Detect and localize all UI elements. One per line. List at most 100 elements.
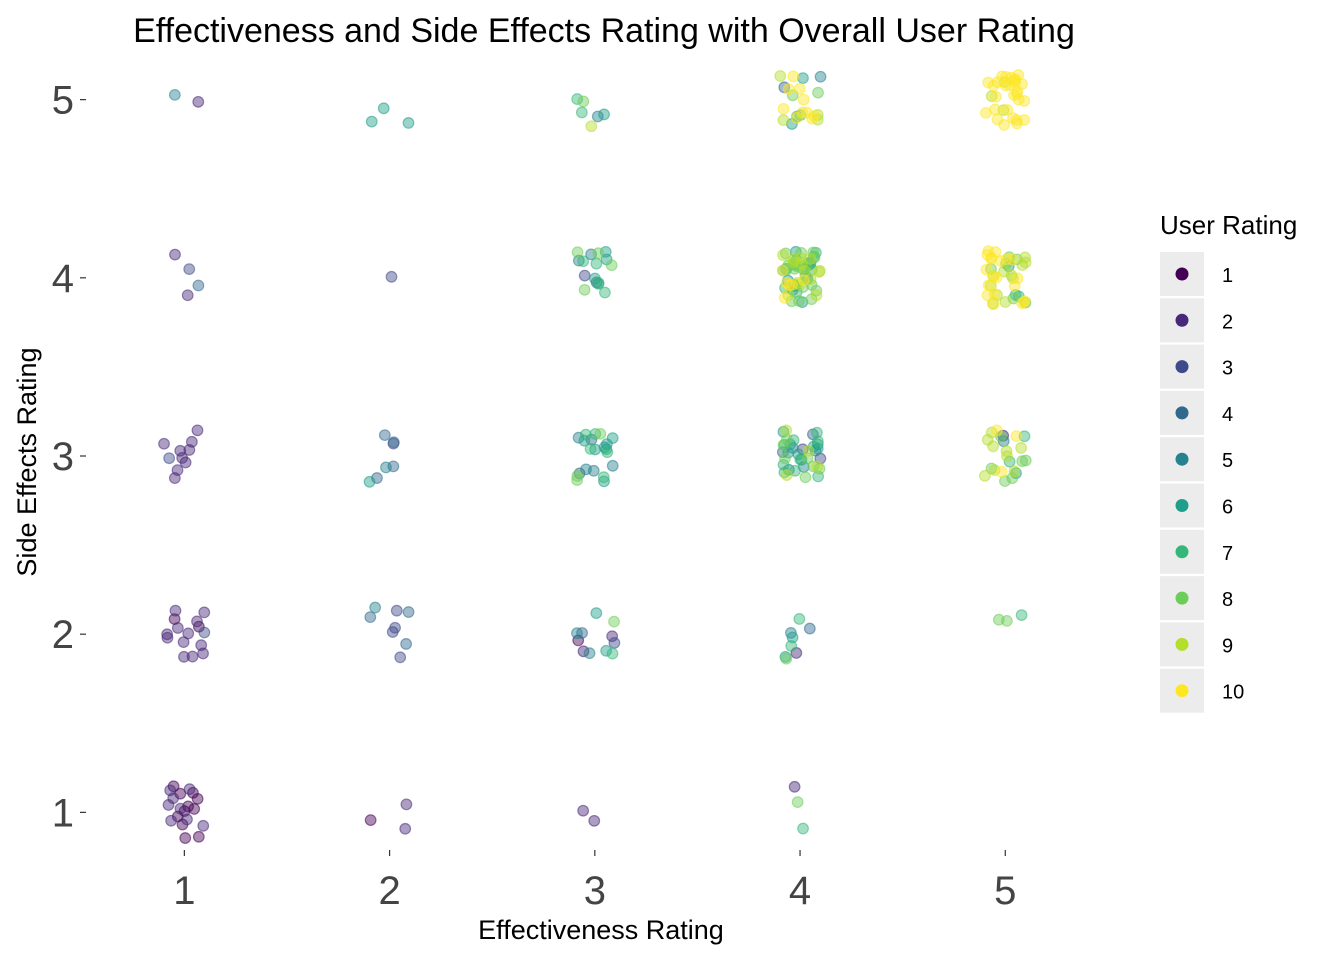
legend-color-dot	[1175, 499, 1189, 512]
scatter-point	[165, 814, 178, 827]
scatter-point	[797, 822, 809, 835]
scatter-point	[174, 444, 187, 457]
scatter-point	[997, 104, 1010, 117]
scatter-point	[162, 798, 175, 811]
scatter-point	[584, 443, 597, 455]
scatter-point	[803, 622, 816, 635]
scatter-point	[797, 93, 810, 106]
scatter-point	[780, 424, 793, 437]
scatter-point	[191, 615, 203, 628]
legend: User Rating 1 2 3 4 5 6 7 8 9 10	[1160, 210, 1297, 713]
legend-label: 2	[1222, 311, 1233, 333]
scatter-point	[198, 606, 211, 619]
scatter-point	[179, 832, 192, 844]
scatter-point	[988, 288, 1001, 301]
y-tick-label: 4	[52, 257, 74, 301]
scatter-point	[794, 453, 807, 466]
scatter-point	[402, 116, 415, 129]
scatter-point	[171, 622, 184, 634]
scatter-point	[590, 607, 603, 619]
scatter-point	[598, 475, 610, 488]
x-tick-label: 5	[994, 869, 1016, 913]
scatter-point	[787, 70, 800, 83]
scatter-point	[365, 115, 378, 128]
scatter-point	[580, 463, 592, 476]
scatter-point	[387, 436, 400, 449]
scatter-point	[183, 783, 196, 796]
scatter-point	[174, 802, 187, 815]
scatter-point	[579, 428, 592, 441]
scatter-point	[163, 452, 176, 465]
x-tick-label: 3	[584, 869, 606, 913]
scatter-point	[797, 274, 810, 287]
scatter-point	[575, 106, 588, 119]
scatter-point	[608, 637, 621, 649]
legend-label: 9	[1222, 635, 1233, 657]
scatter-point	[990, 271, 1003, 284]
x-axis-title: Effectiveness Rating	[478, 915, 724, 945]
scatter-point	[597, 471, 610, 484]
legend-title: User Rating	[1160, 210, 1297, 240]
scatter-point	[1019, 251, 1031, 264]
scatter-point	[1006, 472, 1019, 485]
scatter-point	[400, 638, 413, 650]
scatter-point	[191, 424, 204, 437]
scatter-point	[399, 822, 412, 835]
scatter-point	[390, 604, 403, 617]
legend-label: 7	[1222, 543, 1233, 565]
x-tick-label: 2	[378, 869, 400, 913]
legend-color-dot	[1175, 637, 1189, 651]
scatter-point	[1011, 272, 1024, 285]
scatter-point	[394, 651, 407, 664]
scatter-point	[774, 70, 787, 82]
scatter-point	[777, 114, 790, 127]
x-tick-label: 4	[789, 869, 811, 913]
scatter-point	[810, 426, 823, 439]
scatter-point	[988, 464, 1001, 477]
scatter-point	[578, 283, 591, 296]
scatter-point	[777, 102, 790, 115]
scatter-point	[592, 247, 605, 260]
scatter-point	[777, 439, 790, 452]
scatter-point	[783, 279, 796, 292]
scatter-point	[601, 446, 614, 459]
y-axis-title: Side Effects Rating	[12, 347, 42, 576]
scatter-point	[161, 631, 174, 644]
scatter-point	[982, 279, 995, 292]
scatter-point	[380, 461, 392, 474]
scatter-point	[571, 627, 583, 640]
scatter-point	[168, 472, 181, 484]
scatter-point	[369, 601, 382, 614]
scatter-point	[598, 108, 610, 121]
scatter-point	[158, 437, 170, 450]
scatter-point	[363, 475, 376, 488]
scatter-point	[571, 474, 584, 486]
x-axis: 1 2 3 4 5	[173, 850, 1016, 913]
scatter-point	[810, 284, 823, 297]
scatter-point	[780, 469, 793, 481]
scatter-point	[793, 82, 806, 95]
scatter-point	[996, 70, 1008, 83]
scatter-point	[592, 277, 605, 289]
scatter-point	[987, 298, 1000, 311]
y-tick-label: 1	[52, 791, 74, 835]
scatter-point	[400, 798, 413, 811]
scatter-point	[793, 613, 806, 625]
y-axis: 1 2 3 4 5	[52, 79, 86, 835]
legend-color-dot	[1175, 684, 1189, 698]
scatter-point	[1018, 94, 1031, 107]
x-tick-label: 1	[173, 869, 195, 913]
scatter-point	[161, 628, 174, 641]
legend-color-dot	[1175, 406, 1189, 420]
scatter-point	[1015, 609, 1028, 622]
scatter-point	[169, 248, 181, 261]
legend-color-dot	[1175, 452, 1189, 466]
scatter-point	[990, 90, 1002, 103]
scatter-point	[1018, 430, 1031, 443]
scatter-point	[780, 652, 793, 665]
scatter-point	[812, 86, 824, 99]
scatter-point	[572, 254, 585, 267]
scatter-point	[169, 604, 182, 617]
scatter-point	[987, 440, 999, 453]
